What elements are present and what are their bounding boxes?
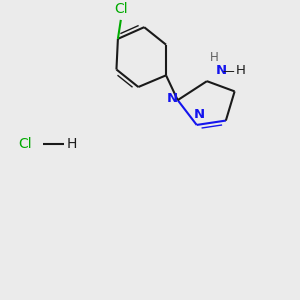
Text: H: H	[236, 64, 245, 76]
Text: H: H	[67, 137, 77, 151]
Text: Cl: Cl	[18, 137, 32, 151]
Text: N: N	[216, 64, 227, 76]
Text: N: N	[194, 108, 205, 122]
Text: N: N	[166, 92, 177, 105]
Text: Cl: Cl	[114, 2, 128, 16]
Text: H: H	[210, 51, 219, 64]
Text: —: —	[223, 65, 235, 78]
